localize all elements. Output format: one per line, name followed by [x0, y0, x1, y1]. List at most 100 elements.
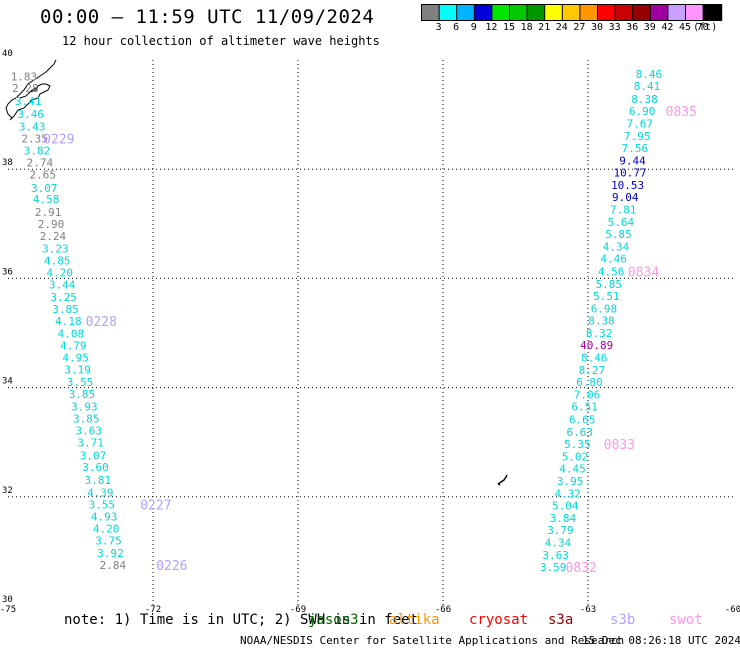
wave-height-value: 3.07 [80, 449, 107, 462]
wave-height-value: 3.82 [24, 145, 51, 158]
pass-time-label: 0834 [628, 265, 659, 280]
wave-height-value: 5.51 [593, 290, 620, 303]
wave-height-value: 7.81 [610, 204, 637, 217]
wave-height-value: 10.77 [613, 166, 646, 179]
legend-label: 42 [661, 22, 673, 33]
wave-height-value: 3.59 [540, 561, 567, 574]
legend-unit: (ft) [693, 22, 717, 33]
wave-height-value: 4.32 [554, 488, 581, 501]
wave-height-value: 8.27 [579, 364, 606, 377]
wave-height-value: 6.80 [576, 376, 603, 389]
wave-height-value: 3.63 [75, 425, 102, 438]
footer-credit: NOAA/NESDIS Center for Satellite Applica… [240, 634, 625, 647]
color-legend: 3 6 9 12 15 18 21 24 27 30 33 36 39 42 45 70(ft) [421, 4, 723, 33]
wave-height-value: 4.39 [87, 486, 114, 499]
wave-height-value: 4.20 [46, 266, 73, 279]
wave-height-value: 7.06 [574, 389, 601, 402]
legend-swatch [650, 5, 668, 20]
wave-height-value: 3.79 [547, 524, 574, 537]
wave-height-value: 3.85 [73, 413, 100, 426]
wave-height-value: 2.28 [12, 82, 39, 95]
page-subtitle: 12 hour collection of altimeter wave hei… [62, 34, 380, 48]
wave-height-value: 3.85 [69, 388, 96, 401]
satellite-cryosat: cryosat [469, 612, 529, 628]
wave-height-value: 3.92 [97, 547, 124, 560]
wave-height-value: 9.44 [619, 154, 646, 167]
legend-label: 36 [626, 22, 638, 33]
wave-height-value: 3.19 [64, 364, 91, 377]
wave-height-value: 6.63 [567, 426, 594, 439]
legend-label: 6 [453, 22, 459, 33]
lon-tick-label: -63 [580, 605, 596, 615]
wave-height-value: 3.07 [31, 182, 58, 195]
wave-height-value: 4.34 [603, 241, 630, 254]
wave-height-value: 4.85 [44, 254, 71, 267]
legend-swatch [422, 5, 439, 20]
legend-swatch [474, 5, 492, 20]
legend-swatch [492, 5, 509, 20]
wave-height-value: 4.18 [55, 315, 82, 328]
wave-height-value: 2.35 [21, 133, 48, 146]
wave-height-value: 6.65 [569, 413, 596, 426]
wave-height-value: 3.75 [95, 534, 122, 547]
bermuda-island [497, 474, 508, 486]
legend-swatch [686, 5, 703, 20]
legend-swatch [562, 5, 580, 20]
lat-tick-label: 40 [2, 49, 13, 59]
lat-tick-label: 36 [2, 267, 13, 277]
wave-height-value: 2.74 [27, 157, 54, 170]
wave-height-value: 5.85 [596, 278, 623, 291]
lon-tick-label: -66 [435, 605, 451, 615]
pass-time-label: 0835 [666, 105, 697, 120]
wave-height-value: 10.53 [611, 179, 644, 192]
legend-label: 27 [573, 22, 585, 33]
pass-time-label: 0229 [43, 133, 74, 148]
wave-height-value: 8.38 [631, 93, 658, 106]
wave-height-value: 3.55 [89, 498, 116, 511]
lon-tick-label: -72 [145, 605, 161, 615]
legend-label: 3 [436, 22, 442, 33]
wave-height-value: 3.93 [71, 401, 98, 414]
pass-time-label: 0228 [86, 315, 117, 330]
legend-label: 70 [697, 22, 709, 33]
wave-height-value: 3.85 [52, 303, 79, 316]
wave-height-value: 6.98 [591, 302, 618, 315]
wave-height-value: 8.38 [588, 314, 615, 327]
wave-height-value: 2.24 [40, 230, 67, 243]
legend-swatch [439, 5, 457, 20]
wave-height-value: 3.25 [50, 291, 77, 304]
footer-timestamp: 15 Dec 08:26:18 UTC 2024 [582, 634, 740, 647]
legend-swatch [633, 5, 650, 20]
legend-label: 24 [556, 22, 568, 33]
wave-height-value: 3.44 [49, 278, 76, 291]
legend-label: 12 [485, 22, 497, 33]
wave-height-value: 3.41 [15, 95, 42, 108]
legend-label: 39 [644, 22, 656, 33]
legend-label: 15 [503, 22, 515, 33]
legend-label: 21 [538, 22, 550, 33]
legend-label: 45 [679, 22, 691, 33]
wave-height-value: 5.35 [564, 438, 591, 451]
legend-swatch [598, 5, 615, 20]
pass-time-label: 0227 [140, 498, 171, 513]
wave-height-value: 8.46 [636, 68, 663, 81]
wave-height-value: 4.45 [559, 462, 586, 475]
wave-height-value: 6.51 [571, 401, 598, 414]
lat-tick-label: 32 [2, 486, 13, 496]
wave-height-value: 5.85 [605, 228, 632, 241]
wave-height-value: 3.84 [550, 512, 577, 525]
satellite-jason3: jason3 [308, 612, 359, 628]
wave-height-value: 7.67 [626, 117, 653, 130]
wave-height-value: 9.04 [612, 191, 639, 204]
legend-swatch [615, 5, 633, 20]
wave-height-value: 3.71 [77, 437, 104, 450]
satellite-swot: swot [669, 612, 703, 628]
wave-height-value: 3.46 [17, 108, 44, 121]
wave-height-value: 3.43 [19, 121, 46, 134]
lat-tick-label: 38 [2, 158, 13, 168]
wave-height-value: 3.63 [542, 549, 569, 562]
wave-height-value: 1.83 [11, 70, 38, 83]
wave-height-value: 5.04 [552, 500, 579, 513]
note-text: note: 1) Time is in UTC; 2) SWH is in fe… [64, 612, 419, 628]
